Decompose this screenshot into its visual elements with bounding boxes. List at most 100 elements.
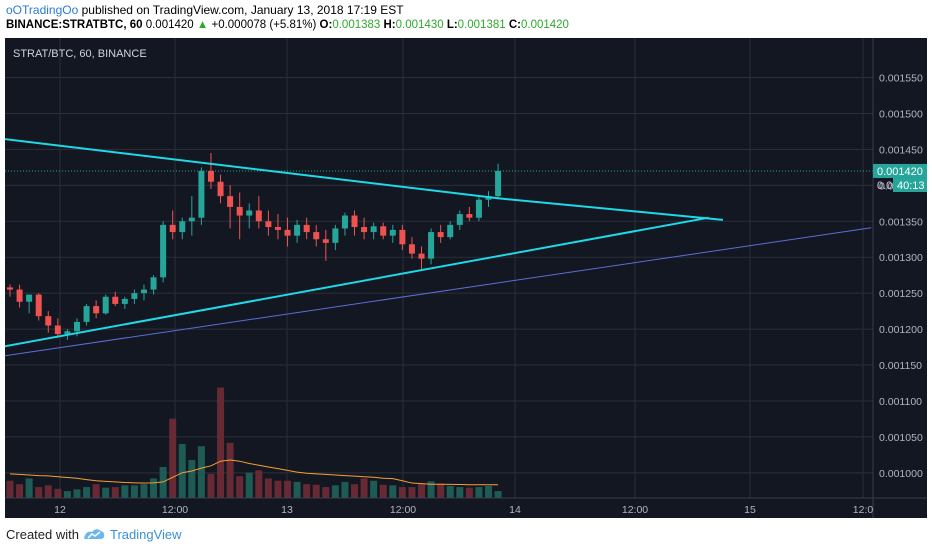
volume-bar xyxy=(370,480,378,498)
volume-bar xyxy=(121,485,129,498)
price-candles xyxy=(7,153,502,340)
chart-header: oOTradingOo published on TradingView.com… xyxy=(0,0,932,38)
candle-body xyxy=(54,325,61,335)
candle-body xyxy=(265,221,272,228)
candle-body xyxy=(45,316,52,326)
volume-bar xyxy=(485,485,492,498)
last-price-tag-bg xyxy=(873,163,927,178)
candle-body xyxy=(7,287,13,290)
footer: Created with TradingView xyxy=(0,518,932,550)
time-tick-label: 14 xyxy=(509,504,521,516)
volume-bar xyxy=(494,491,502,498)
trendlines[interactable] xyxy=(5,138,872,357)
open-label: O: xyxy=(319,19,333,31)
price-tick-label: 0.001050 xyxy=(879,432,923,444)
created-with-label: Created with xyxy=(6,527,79,542)
hidden-price-prefix: 0.0 xyxy=(877,180,892,192)
time-tick-label: 12:0 xyxy=(853,504,874,516)
triangle-lower-trendline xyxy=(5,216,709,348)
ohlc-legend: BINANCE:STRATBTC, 60 0.001420 ▲ +0.00007… xyxy=(6,19,569,31)
last-price-tag: 0.001420 0.0 40:13 xyxy=(873,163,927,192)
time-axis[interactable]: 12 12:00 13 12:00 14 12:00 15 12:0 xyxy=(54,504,873,516)
volume-bar xyxy=(63,491,71,498)
volume-bar xyxy=(236,476,244,498)
volume-bar xyxy=(360,478,368,498)
author-link[interactable]: oOTradingOo xyxy=(6,3,79,17)
candle-body xyxy=(447,224,454,238)
time-tick-label: 12 xyxy=(54,504,66,516)
volume-bar xyxy=(54,488,62,498)
volume-bar xyxy=(418,483,426,498)
time-tick-label: 15 xyxy=(744,504,756,516)
volume-bar xyxy=(178,443,186,498)
candle-body xyxy=(294,224,301,236)
low-label: L: xyxy=(446,19,458,31)
volume-bar xyxy=(16,484,24,498)
volume-bar xyxy=(197,446,205,498)
price-tick-label: 0.001250 xyxy=(879,288,923,300)
volume-bar xyxy=(379,484,387,498)
price-tick-label: 0.001000 xyxy=(879,468,923,480)
candle-body xyxy=(255,210,262,222)
candle-body xyxy=(389,229,396,236)
price-tick-label: 0.001300 xyxy=(879,252,923,264)
volume-bar xyxy=(226,442,234,498)
channel-line xyxy=(5,227,872,357)
volume-bar xyxy=(341,481,349,498)
tradingview-brand-link[interactable]: TradingView xyxy=(110,527,182,542)
candle-body xyxy=(160,224,167,278)
candle-body xyxy=(131,293,138,299)
candlestick-chart[interactable]: STRAT/BTC, 60, BINANCE 0.001550 0.001500 0… xyxy=(5,38,927,518)
candle-body xyxy=(408,244,415,254)
tradingview-logo-icon[interactable] xyxy=(82,526,106,542)
time-tick-label: 12:00 xyxy=(390,504,416,516)
candle-body xyxy=(217,181,224,197)
candle-body xyxy=(179,221,186,233)
price-tick-label: 0.001450 xyxy=(879,144,923,156)
volume-bar xyxy=(92,484,100,498)
volume-bar xyxy=(408,487,416,498)
volume-bar xyxy=(111,487,119,498)
volume-bar xyxy=(44,485,52,498)
candle-body xyxy=(73,321,80,332)
candle-body xyxy=(380,226,387,236)
volume-bar xyxy=(331,485,339,498)
candle-body xyxy=(102,296,109,314)
last-price-tag-text: 0.001420 xyxy=(877,166,923,178)
volume-bar xyxy=(264,478,272,498)
volume-bar xyxy=(274,480,282,498)
candle-body xyxy=(16,289,23,302)
volume-bar xyxy=(284,480,292,498)
volume-bar xyxy=(83,487,91,498)
candle-body xyxy=(322,239,329,243)
change-value: +0.000078 (+5.81%) xyxy=(211,19,317,31)
low-value: 0.001381 xyxy=(457,19,506,31)
candle-body xyxy=(456,214,463,225)
candle-body xyxy=(370,226,377,233)
volume-bar xyxy=(312,484,320,498)
candle-body xyxy=(332,228,339,243)
volume-bar xyxy=(427,481,435,498)
candle-body xyxy=(284,229,291,236)
volume-bar xyxy=(25,478,33,498)
volume-bar xyxy=(159,466,167,498)
high-label: H: xyxy=(383,19,396,31)
volume-bar xyxy=(446,485,454,498)
candle-body xyxy=(303,224,310,233)
candle-body xyxy=(495,170,502,197)
volume-bar xyxy=(245,472,253,498)
volume-bar xyxy=(73,489,81,498)
volume-bar xyxy=(255,470,263,498)
price-value: 0.001420 xyxy=(145,19,194,31)
price-tick-label: 0.001500 xyxy=(879,108,923,120)
volume-bar xyxy=(102,487,110,498)
countdown-tag-text: 40:13 xyxy=(897,180,925,192)
price-tick-label: 0.001350 xyxy=(879,216,923,228)
chart-background xyxy=(5,38,927,518)
price-tick-label: 0.001200 xyxy=(879,324,923,336)
volume-bars xyxy=(6,387,502,498)
time-tick-label: 13 xyxy=(281,504,293,516)
candle-body xyxy=(274,227,281,230)
published-text: published on TradingView.com, January 13… xyxy=(81,3,404,17)
high-value: 0.001430 xyxy=(395,19,444,31)
